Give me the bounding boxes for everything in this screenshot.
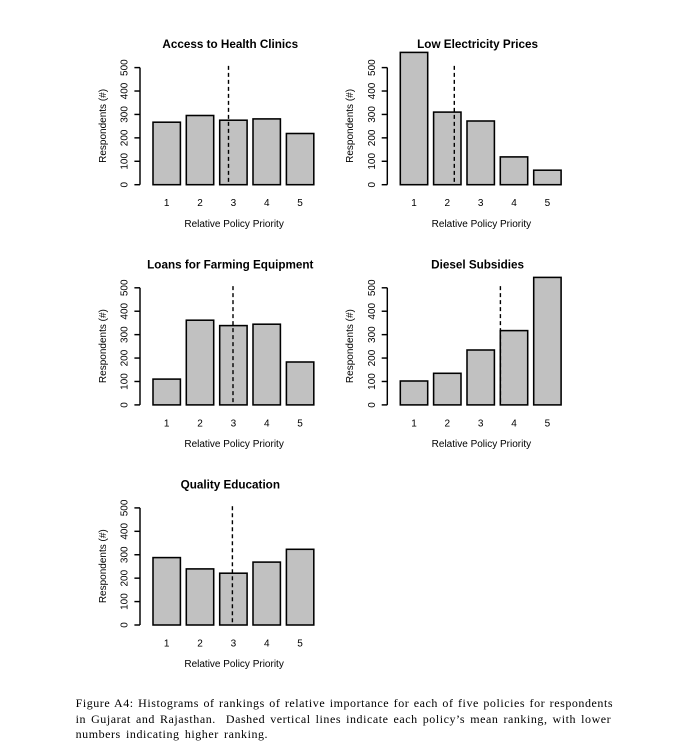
svg-text:Respondents (#): Respondents (#) bbox=[98, 89, 109, 163]
svg-text:3: 3 bbox=[231, 198, 237, 209]
svg-text:0: 0 bbox=[367, 181, 378, 187]
svg-text:100: 100 bbox=[120, 153, 131, 170]
svg-text:100: 100 bbox=[367, 373, 378, 390]
svg-text:500: 500 bbox=[120, 499, 131, 516]
svg-text:0: 0 bbox=[120, 622, 131, 628]
svg-text:300: 300 bbox=[120, 106, 131, 123]
svg-text:0: 0 bbox=[120, 181, 131, 187]
svg-text:400: 400 bbox=[120, 82, 131, 99]
svg-text:500: 500 bbox=[120, 59, 131, 76]
svg-text:1: 1 bbox=[411, 418, 417, 429]
svg-text:100: 100 bbox=[367, 153, 378, 170]
svg-text:4: 4 bbox=[264, 638, 270, 649]
svg-text:0: 0 bbox=[120, 402, 131, 408]
svg-text:500: 500 bbox=[120, 279, 131, 296]
svg-text:4: 4 bbox=[264, 198, 270, 209]
svg-text:400: 400 bbox=[120, 523, 131, 540]
svg-text:Respondents (#): Respondents (#) bbox=[98, 529, 109, 603]
svg-text:0: 0 bbox=[367, 402, 378, 408]
svg-text:200: 200 bbox=[367, 129, 378, 146]
svg-text:400: 400 bbox=[367, 302, 378, 319]
svg-text:400: 400 bbox=[120, 302, 131, 319]
svg-text:Relative Policy Priority: Relative Policy Priority bbox=[184, 659, 283, 670]
svg-text:200: 200 bbox=[367, 349, 378, 366]
svg-text:1: 1 bbox=[164, 198, 170, 209]
svg-text:Relative Policy Priority: Relative Policy Priority bbox=[184, 439, 283, 450]
svg-text:500: 500 bbox=[367, 279, 378, 296]
svg-text:300: 300 bbox=[367, 106, 378, 123]
svg-text:2: 2 bbox=[197, 418, 203, 429]
svg-text:2: 2 bbox=[197, 198, 203, 209]
svg-text:3: 3 bbox=[231, 418, 237, 429]
svg-text:2: 2 bbox=[445, 198, 451, 209]
svg-text:2: 2 bbox=[445, 418, 451, 429]
svg-text:1: 1 bbox=[164, 418, 170, 429]
svg-text:200: 200 bbox=[120, 129, 131, 146]
svg-text:Relative Policy Priority: Relative Policy Priority bbox=[184, 219, 283, 230]
svg-text:300: 300 bbox=[367, 326, 378, 343]
svg-text:Respondents (#): Respondents (#) bbox=[345, 309, 356, 383]
svg-text:1: 1 bbox=[411, 198, 417, 209]
svg-text:2: 2 bbox=[197, 638, 203, 649]
svg-text:4: 4 bbox=[264, 418, 270, 429]
svg-text:4: 4 bbox=[511, 418, 517, 429]
svg-text:300: 300 bbox=[120, 546, 131, 563]
svg-text:200: 200 bbox=[120, 569, 131, 586]
svg-text:Relative Policy Priority: Relative Policy Priority bbox=[432, 439, 531, 450]
svg-text:Respondents (#): Respondents (#) bbox=[345, 89, 356, 163]
svg-text:400: 400 bbox=[367, 82, 378, 99]
svg-text:3: 3 bbox=[231, 638, 237, 649]
svg-text:3: 3 bbox=[478, 198, 484, 209]
svg-text:5: 5 bbox=[297, 638, 303, 649]
svg-text:Loans for Farming Equipment: Loans for Farming Equipment bbox=[147, 258, 313, 271]
svg-text:Quality Education: Quality Education bbox=[181, 478, 280, 491]
svg-text:500: 500 bbox=[367, 59, 378, 76]
svg-text:Diesel Subsidies: Diesel Subsidies bbox=[431, 258, 524, 271]
svg-text:5: 5 bbox=[297, 198, 303, 209]
svg-text:5: 5 bbox=[545, 198, 551, 209]
svg-text:Access to Health Clinics: Access to Health Clinics bbox=[162, 38, 298, 51]
svg-text:300: 300 bbox=[120, 326, 131, 343]
svg-text:100: 100 bbox=[120, 593, 131, 610]
svg-text:Respondents (#): Respondents (#) bbox=[98, 309, 109, 383]
svg-text:200: 200 bbox=[120, 349, 131, 366]
svg-text:Low Electricity Prices: Low Electricity Prices bbox=[417, 38, 538, 51]
svg-text:5: 5 bbox=[545, 418, 551, 429]
svg-text:1: 1 bbox=[164, 638, 170, 649]
svg-text:3: 3 bbox=[478, 418, 484, 429]
svg-text:5: 5 bbox=[297, 418, 303, 429]
svg-text:4: 4 bbox=[511, 198, 517, 209]
svg-text:Relative Policy Priority: Relative Policy Priority bbox=[432, 219, 531, 230]
svg-text:100: 100 bbox=[120, 373, 131, 390]
